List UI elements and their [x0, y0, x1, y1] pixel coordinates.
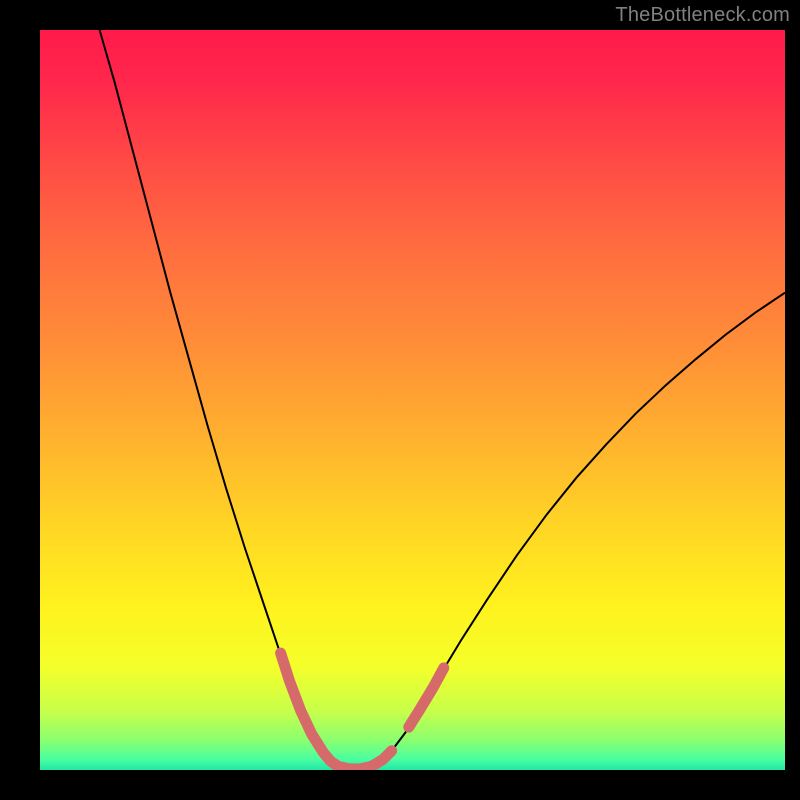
bottleneck-curve	[100, 30, 785, 769]
highlight-curve-right	[409, 668, 444, 727]
frame-left	[0, 0, 40, 800]
curve-layer	[40, 30, 785, 770]
plot-area	[40, 30, 785, 770]
watermark-text: TheBottleneck.com	[615, 4, 790, 27]
highlight-curve-left	[281, 653, 392, 769]
frame-right	[785, 0, 800, 800]
frame-bottom	[0, 770, 800, 800]
